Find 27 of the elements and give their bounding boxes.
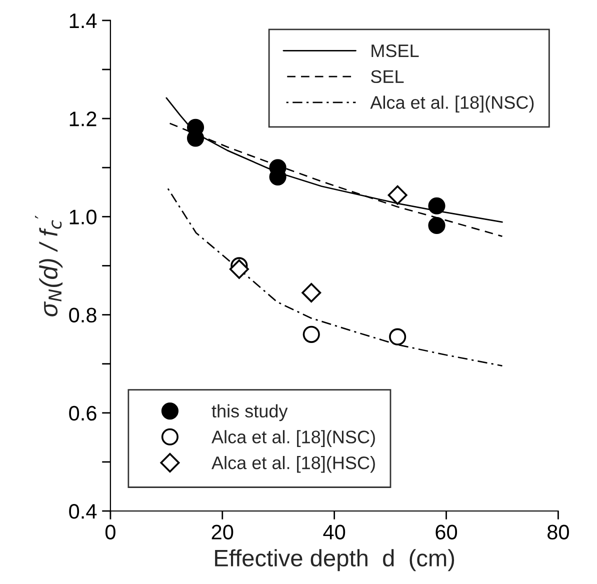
point — [389, 328, 406, 346]
legend-label: this study — [212, 404, 288, 422]
y-axis-title: σ$_{N}$(d) / f$_{c}$$^{′}$ — [34, 215, 62, 316]
point — [302, 326, 320, 343]
x-tick-label: 0 — [105, 524, 116, 540]
legend-label: Alca et al. [18](NSC) — [212, 430, 375, 447]
x-tick-label: 40 — [323, 524, 346, 540]
y-tick-label: 0.6 — [69, 406, 96, 421]
y-tick-label: 1.2 — [70, 112, 96, 126]
line-series — [166, 186, 503, 366]
y-tick-label: 0.4 — [69, 504, 97, 519]
y-tick-label: 1.0 — [70, 210, 96, 224]
legend-label: MSEL — [372, 44, 419, 58]
y-tick-label: 1.4 — [70, 14, 97, 28]
x-tick-label: 20 — [212, 524, 234, 540]
point — [229, 259, 249, 279]
point — [428, 197, 446, 214]
y-tick-label: 0.8 — [69, 308, 96, 323]
point — [302, 282, 322, 302]
point — [388, 185, 408, 205]
legend-label: Alca et al. [18](NSC) — [370, 96, 534, 112]
x-tick-label: 60 — [436, 524, 458, 540]
point — [428, 216, 446, 234]
x-axis-title: Effective depth d (cm) — [215, 549, 454, 572]
legend-label: Alca et al. [18](HSC) — [212, 456, 375, 473]
legend-label: SEL — [370, 70, 404, 84]
x-tick-label: 80 — [548, 524, 569, 540]
